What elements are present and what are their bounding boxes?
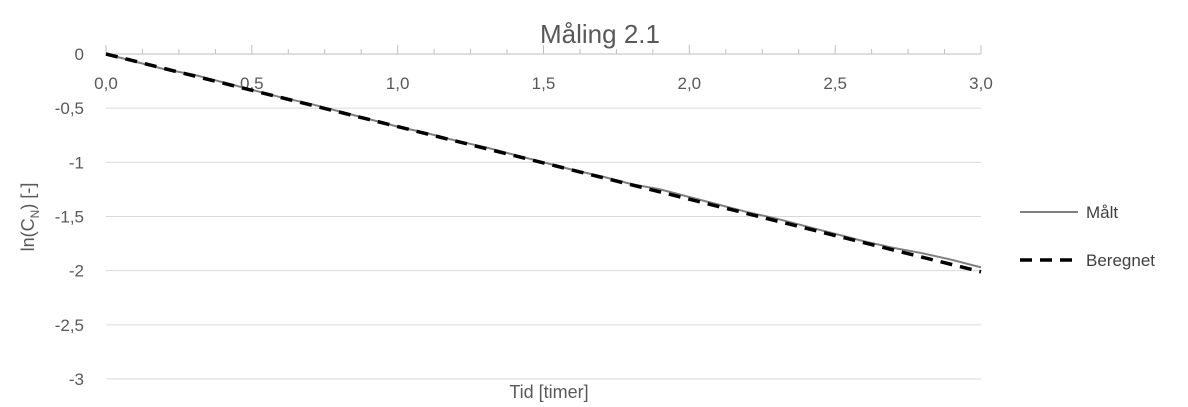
y-tick-label-6: -3 [69,370,84,389]
x-tick-label-0: 0,0 [94,74,118,93]
y-tick-labels: 0 -0,5 -1 -1,5 -2 -2,5 -3 [55,45,84,389]
y-tick-label-4: -2 [69,262,84,281]
x-tick-label-6: 3,0 [969,74,993,93]
y-tick-label-0: 0 [75,45,84,64]
y-tick-label-2: -1 [69,153,84,172]
gridlines [106,107,981,380]
x-tick-label-5: 2,5 [823,74,847,93]
plot-area [105,52,982,274]
x-tick-label-4: 2,0 [678,74,702,93]
x-axis-title: Tid [timer] [509,382,588,402]
x-axis [105,45,982,55]
chart-title: Måling 2.1 [540,19,660,49]
series-line-calculated [105,52,982,274]
y-axis-title: ln(CN) [-] [18,183,42,252]
legend-label-calculated: Beregnet [1086,251,1155,270]
y-tick-label-1: -0,5 [55,99,84,118]
y-axis-title-subscript: N [28,210,42,219]
y-tick-label-5: -2,5 [55,316,84,335]
x-tick-label-3: 1,5 [532,74,556,93]
legend-label-measured: Målt [1086,203,1118,222]
legend: Målt Beregnet [1020,203,1155,270]
y-axis-title-main: ln(C [18,218,38,251]
y-tick-label-3: -1,5 [55,208,84,227]
x-tick-label-2: 1,0 [386,74,410,93]
y-axis-title-tail: ) [-] [18,183,38,210]
x-tick-labels: 0,0 0,5 1,0 1,5 2,0 2,5 3,0 [94,74,993,93]
